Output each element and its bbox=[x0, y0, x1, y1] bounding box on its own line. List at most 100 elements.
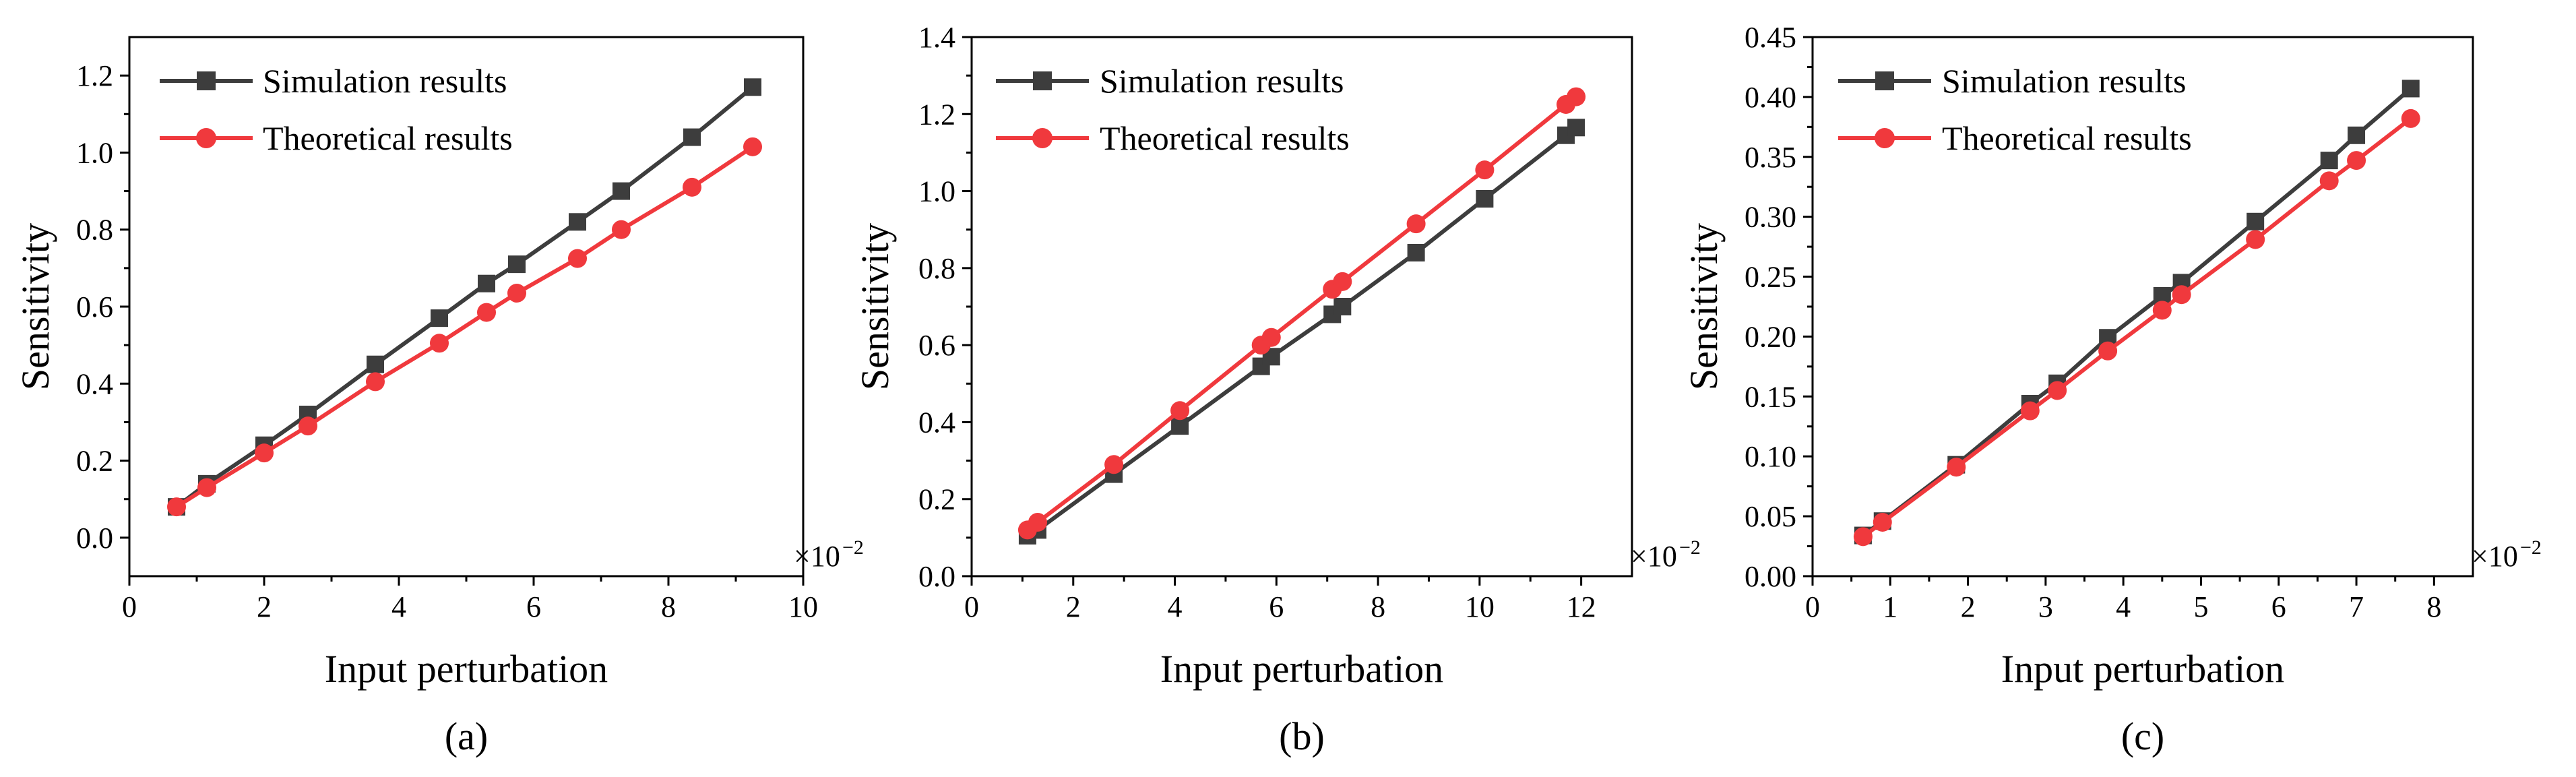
chart-a-multiplier-exp: −2 bbox=[842, 536, 864, 559]
chart-b-xtick-label-2: 4 bbox=[1168, 590, 1183, 623]
chart-b-legend-sim-marker bbox=[1033, 71, 1052, 90]
chart-a: 0 2 4 6 8 10 0.0 0.2 0.4 0.6 0.8 1.0 1.2 Sensitivity… bbox=[13, 36, 864, 758]
chart-a-multiplier-base: ×10 bbox=[794, 540, 840, 573]
chart-a-series-0-point-4 bbox=[367, 355, 384, 373]
chart-c-xtick-label-1: 1 bbox=[1883, 590, 1897, 623]
chart-c-xtick-label-0: 0 bbox=[1805, 590, 1820, 623]
chart-c-legend-sim-label: Simulation results bbox=[1942, 62, 2187, 100]
chart-a-series-1-point-11 bbox=[743, 137, 762, 156]
chart-a-panel-label: (a) bbox=[445, 714, 488, 758]
chart-b-series-1-point-2 bbox=[1104, 455, 1124, 474]
chart-c-series-0-point-9 bbox=[2320, 152, 2338, 170]
chart-c-series-0-point-8 bbox=[2247, 212, 2265, 230]
chart-a-series-1-point-5 bbox=[430, 334, 449, 353]
chart-c-series-0-point-10 bbox=[2348, 126, 2366, 144]
chart-c-xtick-label-2: 2 bbox=[1961, 590, 1976, 623]
chart-c-legend-theo-label: Theoretical results bbox=[1942, 119, 2192, 157]
chart-a-ytick-label-5: 1.0 bbox=[76, 136, 113, 169]
chart-a-frame bbox=[128, 36, 805, 578]
chart-b-xtick-label-1: 2 bbox=[1066, 590, 1081, 623]
chart-c-ylabel: Sensitivity bbox=[1682, 223, 1726, 390]
chart-c: 0 1 2 3 4 5 6 7 8 0.00 0.05 0.10 0.15 0.20 0.25 0.30 0.3… bbox=[1682, 21, 2542, 758]
chart-c-series-1-point-1 bbox=[1873, 513, 1892, 532]
chart-b-series-1-point-7 bbox=[1333, 272, 1352, 291]
chart-a-series-1-point-2 bbox=[255, 443, 274, 463]
chart-a-series-0-line bbox=[175, 85, 754, 509]
chart-c-ytick-label-1: 0.05 bbox=[1745, 500, 1796, 533]
chart-b-ytick-label-7: 1.4 bbox=[918, 21, 955, 54]
chart-b-series-0-point-7 bbox=[1333, 298, 1352, 315]
chart-a-series-0-point-8 bbox=[569, 213, 586, 231]
chart-a-series-1-point-9 bbox=[612, 220, 631, 239]
chart-a-xtick-label-4: 8 bbox=[661, 590, 676, 623]
chart-b-series-1-point-5 bbox=[1261, 328, 1281, 347]
chart-b: 0 2 4 6 8 10 12 0.0 0.2 0.4 0.6 0.8 1.0 1.2 1.4 Sensit… bbox=[853, 21, 1701, 758]
chart-c-series-1-point-2 bbox=[1947, 458, 1966, 477]
chart-c-x-multiplier: ×10 −2 bbox=[2472, 536, 2542, 573]
chart-a-series-0-point-10 bbox=[683, 128, 701, 146]
chart-b-xtick-label-5: 10 bbox=[1465, 590, 1495, 623]
chart-c-legend-theo-marker bbox=[1875, 128, 1895, 148]
chart-a-legend-theo-marker bbox=[196, 128, 216, 148]
chart-c-xtick-label-8: 8 bbox=[2426, 590, 2441, 623]
chart-c-multiplier-base: ×10 bbox=[2472, 540, 2518, 573]
chart-b-series bbox=[1017, 87, 1586, 545]
chart-c-ytick-label-8: 0.40 bbox=[1745, 81, 1796, 114]
chart-b-panel-label: (b) bbox=[1279, 714, 1325, 758]
chart-c-ytick-label-7: 0.35 bbox=[1745, 141, 1796, 174]
chart-b-ticks: 0 2 4 6 8 10 12 0.0 0.2 0.4 0.6 0.8 1.0 1.2 1.4 bbox=[918, 21, 1596, 623]
chart-a-xtick-label-0: 0 bbox=[122, 590, 137, 623]
chart-b-multiplier-base: ×10 bbox=[1631, 540, 1677, 573]
chart-a-xtick-label-3: 6 bbox=[526, 590, 541, 623]
chart-a-legend: Simulation results Theoretical results bbox=[160, 62, 513, 157]
chart-c-series-1-point-3 bbox=[2020, 401, 2040, 421]
chart-c-series-1-point-9 bbox=[2319, 171, 2339, 191]
chart-c-series-1-point-4 bbox=[2048, 381, 2067, 400]
chart-c-series-1-point-10 bbox=[2347, 151, 2366, 170]
chart-a-ytick-label-4: 0.8 bbox=[76, 214, 113, 247]
chart-b-ytick-label-2: 0.4 bbox=[918, 406, 955, 439]
chart-b-ytick-label-3: 0.6 bbox=[918, 329, 955, 362]
chart-b-xtick-label-6: 12 bbox=[1567, 590, 1596, 623]
chart-a-series-0-point-9 bbox=[612, 182, 630, 200]
chart-b-series-0-point-11 bbox=[1567, 119, 1585, 137]
chart-a-ytick-label-1: 0.2 bbox=[76, 445, 113, 478]
chart-a-series-1-point-4 bbox=[366, 372, 385, 392]
chart-a-ytick-label-0: 0.0 bbox=[76, 522, 113, 555]
chart-b-ylabel: Sensitivity bbox=[853, 223, 897, 390]
chart-b-ytick-label-0: 0.0 bbox=[918, 560, 955, 593]
chart-b-ytick-label-5: 1.0 bbox=[918, 175, 955, 208]
chart-a-series-0-point-6 bbox=[478, 274, 495, 292]
chart-a-legend-sim-marker bbox=[197, 71, 216, 90]
chart-a-legend-theo-label: Theoretical results bbox=[263, 119, 513, 157]
chart-a-ytick-label-2: 0.4 bbox=[76, 367, 113, 400]
chart-c-xlabel: Input perturbation bbox=[2001, 647, 2284, 691]
chart-b-ytick-label-1: 0.2 bbox=[918, 483, 955, 516]
chart-c-ytick-label-5: 0.25 bbox=[1745, 261, 1796, 294]
chart-b-ytick-label-6: 1.2 bbox=[918, 98, 955, 131]
chart-b-legend: Simulation results Theoretical results bbox=[996, 62, 1350, 157]
chart-c-multiplier-exp: −2 bbox=[2520, 536, 2542, 559]
chart-a-series-0-point-5 bbox=[431, 309, 448, 328]
chart-c-series-1-point-5 bbox=[2098, 341, 2118, 361]
chart-a-series-0-point-11 bbox=[744, 78, 761, 96]
chart-b-xtick-label-4: 8 bbox=[1371, 590, 1385, 623]
chart-c-ticks: 0 1 2 3 4 5 6 7 8 0.00 0.05 0.10 0.15 0.20 0.25 0.30 0.3… bbox=[1745, 21, 2441, 623]
chart-c-panel-label: (c) bbox=[2121, 714, 2164, 758]
chart-a-series-1-point-6 bbox=[477, 303, 496, 322]
chart-a-ylabel: Sensitivity bbox=[13, 223, 57, 390]
chart-b-legend-sim-label: Simulation results bbox=[1100, 62, 1344, 100]
chart-a-series-1-point-10 bbox=[683, 177, 701, 197]
chart-c-ytick-label-9: 0.45 bbox=[1745, 21, 1796, 54]
chart-b-series-0-line bbox=[1026, 125, 1577, 538]
chart-a-series-1-point-3 bbox=[299, 416, 317, 436]
chart-b-series-0-point-9 bbox=[1476, 190, 1494, 208]
chart-c-series-1-point-7 bbox=[2172, 285, 2191, 305]
chart-b-xtick-label-3: 6 bbox=[1269, 590, 1284, 623]
chart-c-xtick-label-7: 7 bbox=[2349, 590, 2364, 623]
chart-a-series-1-point-1 bbox=[197, 478, 216, 497]
chart-a-series-1-point-0 bbox=[167, 497, 186, 517]
chart-b-x-multiplier: ×10 −2 bbox=[1631, 536, 1701, 573]
chart-b-series-0-point-8 bbox=[1407, 244, 1425, 261]
